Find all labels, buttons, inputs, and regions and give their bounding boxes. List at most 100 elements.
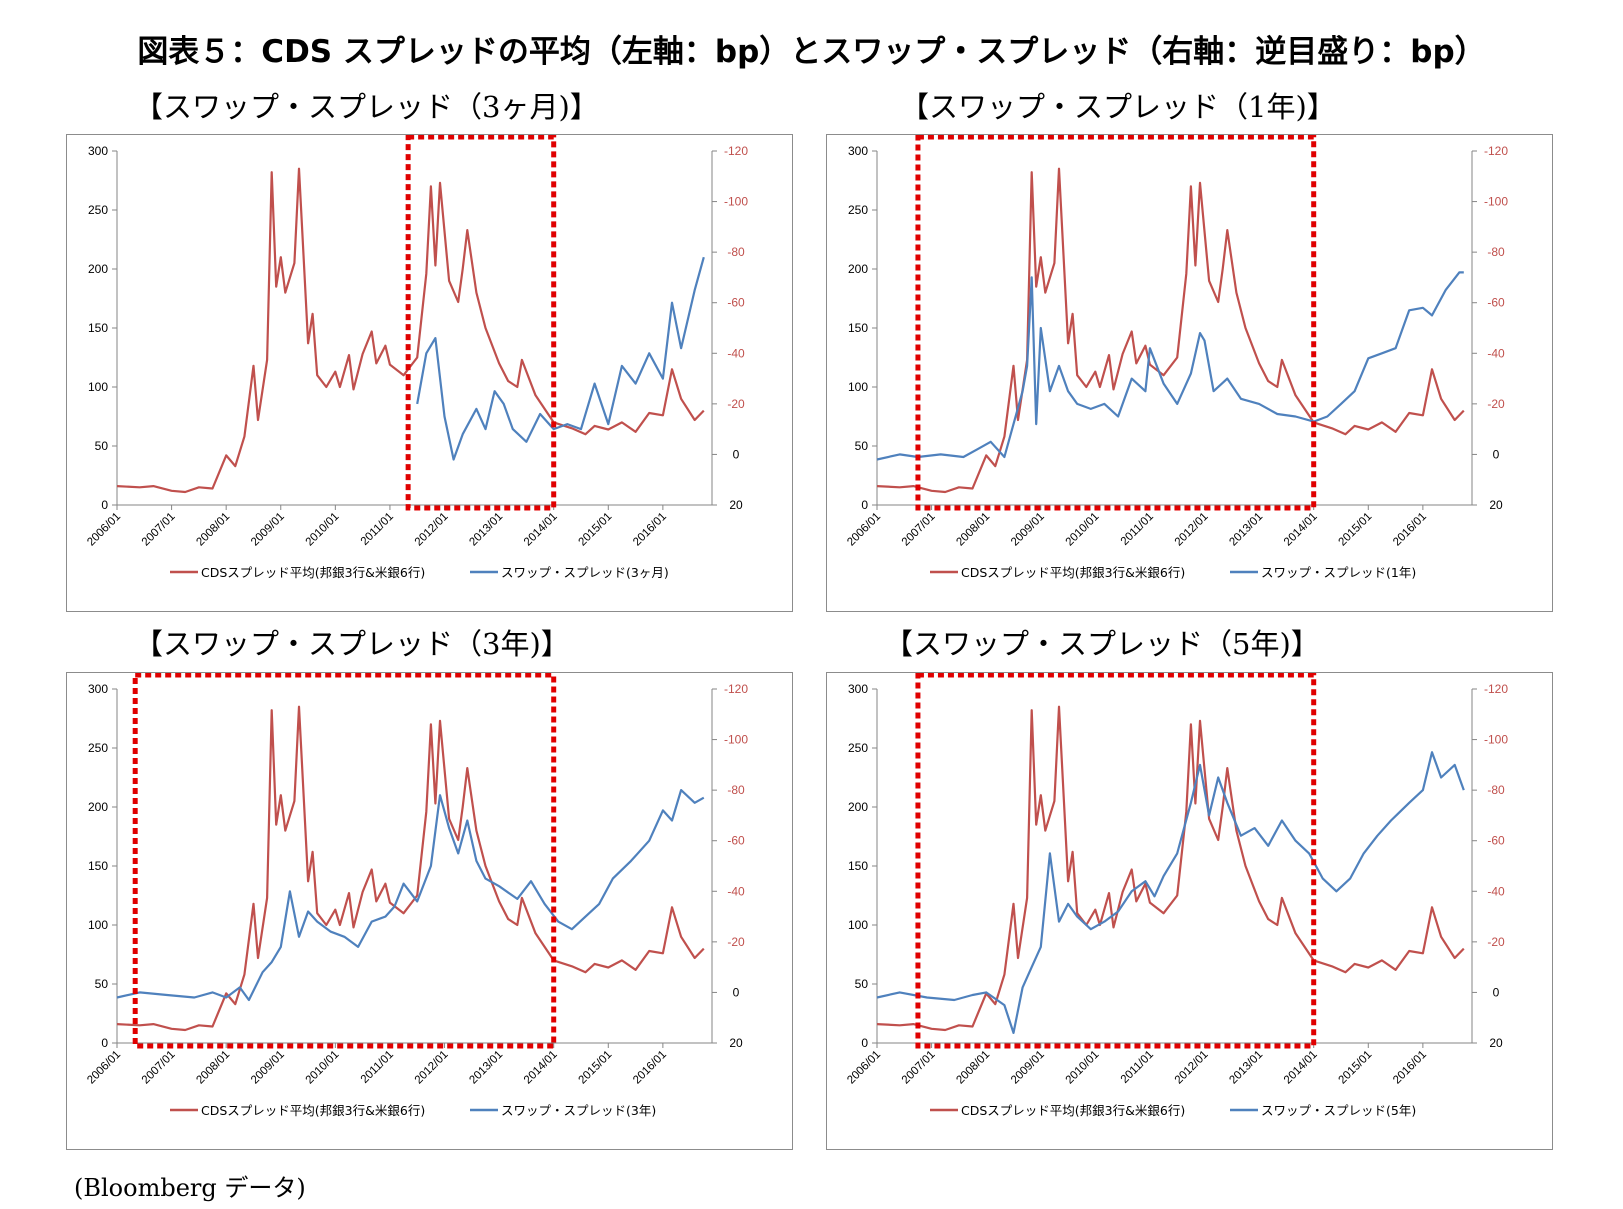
right-tick-label: -80 [727, 245, 745, 259]
chart-3y: 050100150200250300200-20-40-60-80-100-12… [85, 673, 748, 1118]
right-tick-label: -40 [727, 346, 745, 360]
left-tick-label: 300 [88, 682, 108, 696]
highlight-box [405, 135, 557, 511]
x-tick-label: 2010/01 [304, 1049, 342, 1087]
right-tick-label: 0 [733, 985, 740, 999]
x-tick-label: 2008/01 [954, 1049, 992, 1087]
source-note: (Bloomberg データ) [74, 1174, 306, 1202]
x-tick-label: 2007/01 [140, 1049, 178, 1087]
right-tick-label: -120 [1484, 682, 1508, 696]
left-tick-label: 200 [88, 262, 108, 276]
x-tick-label: 2014/01 [522, 511, 560, 549]
x-tick-label: 2012/01 [413, 1049, 451, 1087]
panel-title-3m: 【スワップ・スプレッド（3ヶ月)】 [134, 90, 599, 124]
legend-label: CDSスプレッド平均(邦銀3行&米銀6行) [961, 1103, 1185, 1118]
left-tick-label: 50 [855, 977, 869, 991]
swap-series-line [876, 271, 1464, 461]
highlight-box [132, 673, 557, 1049]
x-tick-label: 2013/01 [1227, 511, 1265, 549]
x-tick-label: 2011/01 [359, 511, 396, 548]
panel-title-1y: 【スワップ・スプレッド（1年)】 [900, 90, 1336, 124]
panel-title-3y: 【スワップ・スプレッド（3年)】 [134, 627, 570, 661]
x-tick-label: 2012/01 [413, 511, 451, 549]
right-tick-label: -100 [724, 195, 748, 209]
right-tick-label: 20 [1489, 498, 1503, 512]
right-tick-label: -100 [1484, 195, 1508, 209]
x-tick-label: 2013/01 [467, 511, 505, 549]
left-tick-label: 150 [88, 859, 108, 873]
x-tick-label: 2011/01 [1119, 1049, 1156, 1086]
legend-label: CDSスプレッド平均(邦銀3行&米銀6行) [961, 565, 1185, 580]
x-tick-label: 2006/01 [845, 1049, 883, 1087]
left-tick-label: 200 [848, 262, 868, 276]
cds-series-line [876, 167, 1465, 494]
left-tick-label: 0 [101, 498, 108, 512]
right-tick-label: -120 [1484, 144, 1508, 158]
chart-1y: 050100150200250300200-20-40-60-80-100-12… [845, 135, 1508, 580]
x-tick-label: 2010/01 [304, 511, 342, 549]
x-tick-label: 2006/01 [845, 511, 883, 549]
cds-series-line [116, 167, 705, 494]
right-tick-label: 20 [729, 498, 743, 512]
right-tick-label: -80 [727, 783, 745, 797]
x-tick-label: 2016/01 [1391, 511, 1429, 549]
panel-title-5y: 【スワップ・スプレッド（5年)】 [884, 627, 1320, 661]
left-tick-label: 50 [95, 439, 109, 453]
right-tick-label: -40 [1487, 884, 1505, 898]
left-tick-label: 150 [848, 859, 868, 873]
x-tick-label: 2014/01 [522, 1049, 560, 1087]
left-tick-label: 50 [95, 977, 109, 991]
cds-series-line [116, 705, 705, 1032]
x-tick-label: 2016/01 [631, 1049, 669, 1087]
legend-label: CDSスプレッド平均(邦銀3行&米銀6行) [201, 1103, 425, 1118]
x-tick-label: 2012/01 [1173, 1049, 1211, 1087]
x-tick-label: 2015/01 [577, 1049, 615, 1087]
legend-label: スワップ・スプレッド(3年) [501, 1103, 656, 1118]
left-tick-label: 150 [848, 321, 868, 335]
left-tick-label: 250 [88, 741, 108, 755]
legend-label: CDSスプレッド平均(邦銀3行&米銀6行) [201, 565, 425, 580]
x-tick-label: 2011/01 [359, 1049, 396, 1086]
left-tick-label: 200 [88, 800, 108, 814]
right-tick-label: -20 [1487, 935, 1505, 949]
left-tick-label: 250 [88, 203, 108, 217]
x-tick-label: 2009/01 [1009, 1049, 1047, 1087]
left-tick-label: 200 [848, 800, 868, 814]
left-tick-label: 100 [88, 918, 108, 932]
right-tick-label: -40 [727, 884, 745, 898]
swap-series-line [116, 789, 705, 1002]
x-tick-label: 2007/01 [140, 511, 178, 549]
right-tick-label: -100 [724, 733, 748, 747]
right-tick-label: -80 [1487, 783, 1505, 797]
right-tick-label: 0 [1493, 447, 1500, 461]
right-tick-label: -20 [1487, 397, 1505, 411]
x-tick-label: 2016/01 [1391, 1049, 1429, 1087]
chart-panel-1y: 0 50 100 150 200 250 300 20 0 -20 -40 -60 -80 -100 -12… [826, 134, 1553, 612]
left-tick-label: 0 [101, 1036, 108, 1050]
right-tick-label: -20 [727, 397, 745, 411]
left-tick-label: 300 [848, 144, 868, 158]
highlight-box [915, 135, 1317, 511]
x-tick-label: 2016/01 [631, 511, 669, 549]
legend-label: スワップ・スプレッド(1年) [1261, 565, 1416, 580]
x-tick-label: 2007/01 [900, 1049, 938, 1087]
right-tick-label: -20 [727, 935, 745, 949]
x-tick-label: 2010/01 [1064, 511, 1102, 549]
right-tick-label: -40 [1487, 346, 1505, 360]
x-tick-label: 2006/01 [85, 511, 123, 549]
highlight-box [915, 673, 1317, 1049]
x-tick-label: 2011/01 [1119, 511, 1156, 548]
x-tick-label: 2009/01 [1009, 511, 1047, 549]
x-tick-label: 2012/01 [1173, 511, 1211, 549]
x-tick-label: 2008/01 [194, 1049, 232, 1087]
left-tick-label: 0 [861, 498, 868, 512]
left-tick-label: 300 [848, 682, 868, 696]
x-tick-label: 2009/01 [249, 511, 287, 549]
left-tick-label: 100 [848, 380, 868, 394]
chart-5y: 050100150200250300200-20-40-60-80-100-12… [845, 673, 1508, 1118]
swap-series-line [416, 256, 705, 461]
legend-label: スワップ・スプレッド(3ヶ月) [501, 565, 669, 580]
chart-panel-3y: 0 50 100 150 200 250 300 20 0 -20 -40 -60 -80 -100 -12… [66, 672, 793, 1150]
x-tick-label: 2006/01 [85, 1049, 123, 1087]
x-tick-label: 2010/01 [1064, 1049, 1102, 1087]
